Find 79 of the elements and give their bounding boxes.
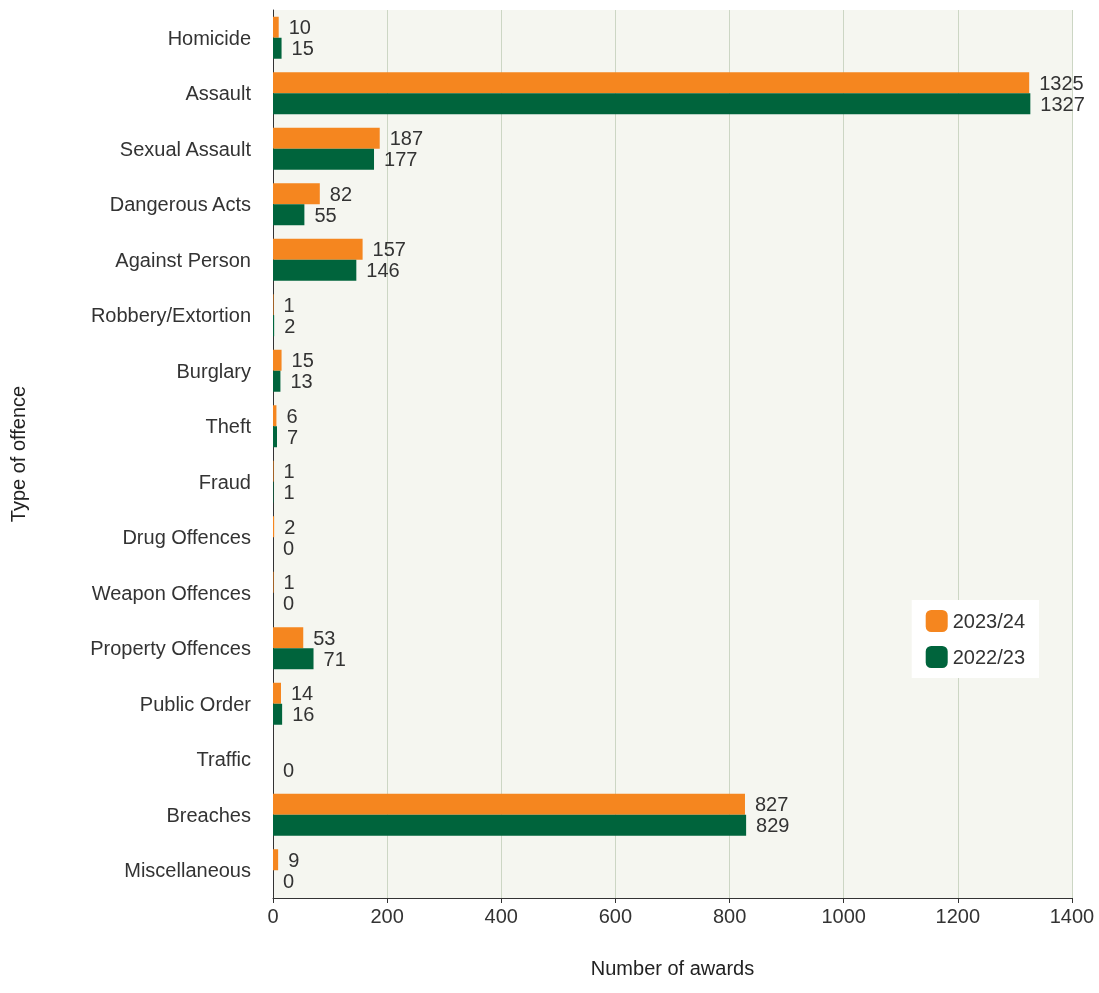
data-label: 0: [283, 592, 295, 615]
x-axis-title: Number of awards: [590, 957, 755, 979]
legend-label: 2022/23: [952, 646, 1025, 668]
y-tick-label: Dangerous Acts: [109, 193, 251, 216]
data-label: 15: [291, 349, 314, 372]
bar: [273, 72, 1030, 94]
bar: [273, 849, 279, 871]
data-label: 829: [756, 814, 790, 837]
data-label: 2: [284, 314, 296, 337]
data-label: 1: [283, 571, 295, 594]
bar: [273, 682, 281, 704]
bar: [273, 349, 282, 371]
x-tick-label: 1400: [1049, 905, 1095, 927]
y-tick-label: Homicide: [167, 26, 251, 49]
data-label: 157: [372, 238, 406, 261]
data-label: 1325: [1039, 71, 1084, 94]
data-label: 187: [389, 127, 424, 150]
x-tick-label: 200: [370, 905, 404, 927]
y-tick-label: Breaches: [166, 803, 251, 826]
data-label: 0: [283, 869, 295, 892]
y-tick-label: Sexual Assault: [119, 137, 252, 160]
data-label: 177: [384, 148, 418, 171]
y-tick-label: Property Offences: [90, 637, 251, 660]
x-tick-label: 600: [598, 905, 633, 927]
data-label: 9: [288, 848, 300, 871]
bar: [273, 648, 314, 670]
bar: [273, 370, 281, 392]
data-label: 2: [284, 515, 296, 538]
data-label: 16: [292, 703, 315, 726]
data-label: 1: [283, 460, 295, 483]
x-tick-label: 1200: [935, 905, 981, 927]
y-tick-label: Weapon Offences: [91, 581, 251, 604]
y-tick-label: Burglary: [176, 359, 251, 382]
y-tick-label: Assault: [185, 82, 252, 105]
data-label: 1: [283, 293, 295, 316]
bar: [273, 37, 282, 59]
data-label: 10: [288, 16, 311, 39]
y-tick-label: Against Person: [115, 248, 251, 271]
bar: [273, 259, 357, 281]
data-label: 82: [329, 182, 353, 205]
x-tick-label: 400: [484, 905, 518, 927]
y-tick-label: Fraud: [198, 470, 251, 493]
bar: [273, 148, 375, 170]
bar: [273, 183, 320, 205]
data-label: 1: [283, 481, 295, 504]
y-tick-label: Robbery/Extortion: [90, 304, 251, 327]
x-tick-label: 0: [267, 905, 279, 927]
data-label: 1327: [1040, 92, 1085, 115]
bar: [273, 16, 279, 38]
y-tick-label: Miscellaneous: [124, 859, 251, 882]
y-axis-title: Type of offence: [7, 385, 29, 523]
data-label: 71: [323, 647, 346, 670]
data-label: 7: [286, 425, 299, 448]
y-tick-label: Traffic: [196, 748, 251, 771]
data-label: 6: [286, 404, 298, 427]
y-tick-label: Public Order: [139, 692, 252, 715]
data-label: 13: [290, 370, 313, 393]
x-tick-label: 1000: [821, 905, 866, 927]
bar: [273, 238, 363, 260]
data-label: 15: [291, 37, 314, 60]
data-label: 827: [754, 793, 789, 816]
bar: [273, 93, 1031, 115]
bar: [273, 703, 283, 725]
y-tick-label: Drug Offences: [122, 526, 251, 549]
bar: [273, 627, 304, 649]
bar: [273, 814, 747, 836]
x-tick-label: 800: [712, 905, 747, 927]
bar: [273, 793, 745, 815]
bar: [273, 426, 277, 448]
legend-label: 2023/24: [952, 610, 1025, 632]
data-label: 14: [290, 682, 314, 705]
data-label: 55: [314, 203, 337, 226]
data-label: 0: [283, 758, 295, 781]
data-label: 53: [313, 626, 336, 649]
bar: [273, 204, 305, 226]
data-label: 0: [283, 536, 295, 559]
bar: [273, 127, 380, 149]
y-tick-label: Theft: [205, 415, 252, 438]
data-label: 146: [366, 259, 400, 282]
